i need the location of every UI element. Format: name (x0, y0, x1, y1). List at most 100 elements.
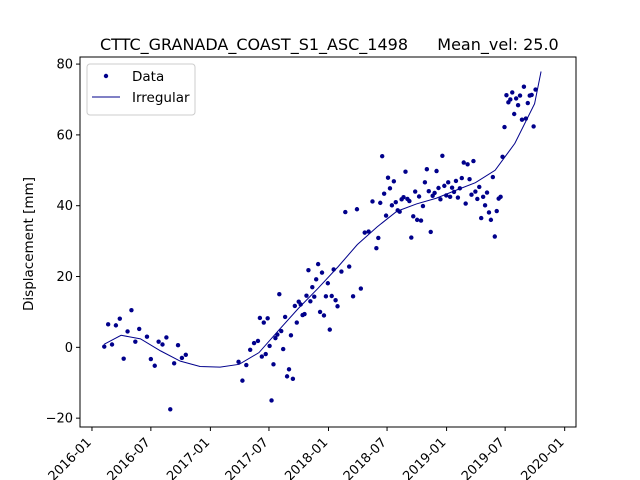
data-point (325, 281, 331, 286)
data-point (391, 179, 397, 184)
data-point (275, 332, 280, 337)
data-point (376, 235, 381, 241)
data-point (426, 188, 431, 194)
data-point (160, 342, 165, 347)
data-point (144, 334, 150, 339)
data-point (383, 213, 389, 218)
data-point (484, 190, 490, 195)
data-point (284, 374, 290, 379)
data-point (444, 193, 449, 198)
data-point (269, 398, 274, 403)
data-point (183, 352, 188, 357)
data-point (385, 175, 391, 180)
data-point (109, 342, 115, 347)
data-point (413, 189, 418, 194)
data-point (317, 309, 323, 315)
data-point (280, 346, 286, 352)
x-tick-label: 2016-01 (46, 435, 95, 480)
data-point (521, 84, 527, 89)
data-point (465, 162, 470, 167)
data-point (422, 180, 428, 185)
data-point (288, 333, 294, 338)
data-point (329, 293, 334, 299)
y-axis-label: Displacement [mm] (21, 177, 37, 311)
x-tick-label: 2019-07 (459, 435, 508, 480)
data-point (236, 359, 241, 365)
data-point (292, 303, 298, 309)
data-point (175, 343, 181, 348)
chart-title-text: CTTC_GRANADA_COAST_S1_ASC_1498 (100, 35, 408, 55)
data-point (156, 339, 161, 344)
y-tick-label: 60 (56, 128, 73, 143)
x-tick-label: 2018-07 (341, 435, 390, 480)
data-point (418, 218, 424, 223)
data-point (438, 197, 443, 202)
data-point (510, 90, 515, 95)
data-point (473, 189, 478, 194)
data-point (294, 320, 299, 325)
data-point (475, 196, 480, 202)
data-point (273, 335, 278, 341)
data-point (401, 195, 406, 200)
data-point (267, 343, 272, 349)
data-point (512, 111, 517, 117)
data-point (451, 189, 457, 195)
x-tick-label: 2017-07 (223, 435, 272, 480)
data-point (459, 175, 464, 181)
data-point (504, 93, 509, 98)
x-tick-label: 2016-07 (105, 435, 154, 480)
data-point (366, 229, 371, 234)
x-tick-label: 2020-01 (518, 435, 567, 480)
data-point (381, 191, 387, 196)
data-point (105, 322, 111, 327)
data-point (517, 93, 523, 98)
data-point (304, 293, 309, 298)
legend: Data Irregular (86, 63, 196, 116)
data-point (251, 340, 257, 346)
x-axis-ticks: 2016-01 2016-07 2017-01 2017-07 2018-01 2018-… (46, 427, 568, 480)
data-point (310, 284, 315, 290)
data-point (461, 160, 466, 165)
data-point (117, 316, 123, 321)
data-point (482, 203, 488, 208)
data-point (486, 210, 492, 215)
data-point (490, 174, 496, 180)
data-point (498, 194, 503, 200)
data-point (263, 351, 268, 357)
data-point (148, 356, 154, 362)
data-point (455, 195, 461, 200)
data-point (259, 354, 265, 359)
data-point (379, 153, 385, 159)
data-point (457, 186, 463, 191)
data-point (168, 407, 173, 412)
data-point (298, 302, 303, 307)
data-point (240, 378, 245, 383)
data-point (271, 362, 276, 367)
data-point (432, 190, 437, 196)
data-point (416, 194, 422, 199)
data-point (477, 184, 482, 190)
data-point (389, 203, 395, 208)
data-point (523, 116, 529, 121)
data-point (387, 186, 393, 191)
data-point (533, 87, 538, 92)
data-point (350, 294, 356, 299)
data-point (453, 178, 459, 184)
data-point (434, 168, 439, 174)
data-point (446, 180, 451, 185)
data-point (449, 185, 455, 190)
data-point (488, 217, 494, 223)
data-point (125, 329, 130, 334)
data-point (500, 154, 505, 160)
legend-label-data: Data (132, 69, 164, 85)
data-point (346, 264, 352, 269)
data-point (255, 338, 261, 344)
data-point (319, 270, 325, 275)
data-point (121, 356, 126, 361)
data-point (508, 97, 513, 102)
data-point (327, 327, 332, 332)
data-point (282, 314, 288, 320)
data-point (513, 96, 519, 101)
data-point (393, 199, 398, 205)
y-tick-label: 0 (65, 341, 73, 356)
